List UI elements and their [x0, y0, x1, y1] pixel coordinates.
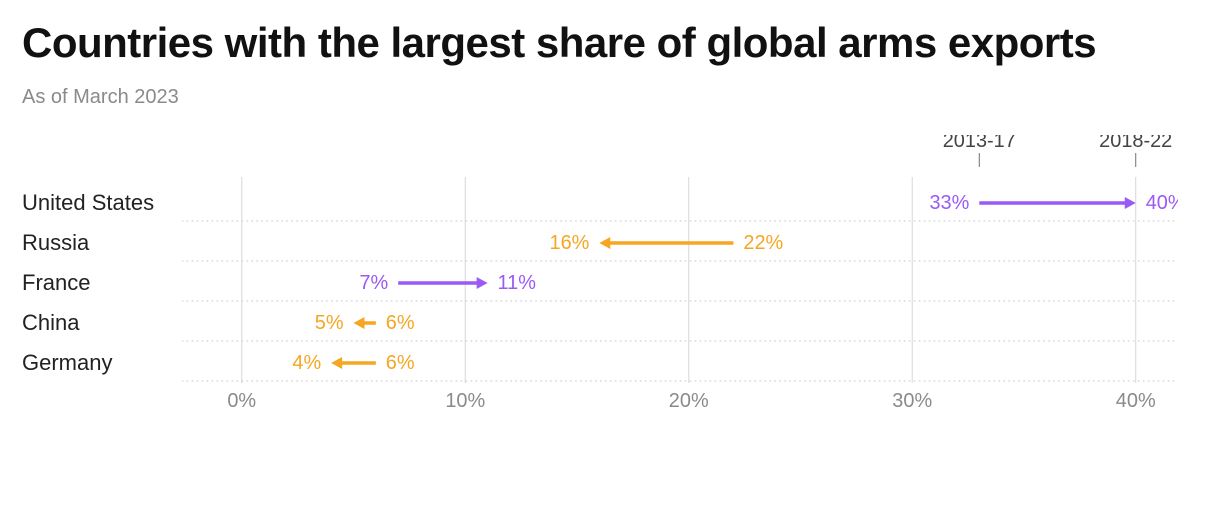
value-to: 4% — [292, 352, 321, 374]
change-arrow-head — [331, 357, 342, 369]
chart-area: United StatesRussiaFranceChinaGermany 0%… — [22, 135, 1198, 435]
plot-region: 0% 10% 20% 30% 40% 2013-17 2018-22 33% 40% 22% 16%… — [182, 135, 1178, 435]
value-from: 33% — [929, 192, 969, 214]
change-arrow-head — [1125, 197, 1136, 209]
x-axis-tick-label: 20% — [669, 390, 709, 412]
country-label: Germany — [22, 343, 182, 383]
value-to: 11% — [498, 272, 537, 294]
x-axis-tick-label: 30% — [892, 390, 932, 412]
value-to: 16% — [550, 232, 590, 254]
value-to: 40% — [1146, 192, 1178, 214]
change-arrow-head — [599, 237, 610, 249]
chart-subtitle: As of March 2023 — [22, 86, 1198, 109]
period-from-label: 2013-17 — [943, 135, 1016, 152]
x-axis-tick-label: 10% — [445, 390, 485, 412]
country-label: France — [22, 263, 182, 303]
x-axis-tick-label: 40% — [1116, 390, 1156, 412]
value-from: 22% — [743, 232, 783, 254]
country-label: United States — [22, 183, 182, 223]
y-axis-labels: United StatesRussiaFranceChinaGermany — [22, 183, 182, 383]
period-to-label: 2018-22 — [1099, 135, 1172, 152]
value-from: 6% — [386, 352, 415, 374]
x-axis-tick-label: 0% — [227, 390, 256, 412]
change-arrow-head — [477, 277, 488, 289]
chart-title: Countries with the largest share of glob… — [22, 18, 1198, 68]
value-from: 6% — [386, 312, 415, 334]
country-label: China — [22, 303, 182, 343]
value-from: 7% — [359, 272, 388, 294]
change-arrow-head — [354, 317, 365, 329]
country-label: Russia — [22, 223, 182, 263]
value-to: 5% — [315, 312, 344, 334]
